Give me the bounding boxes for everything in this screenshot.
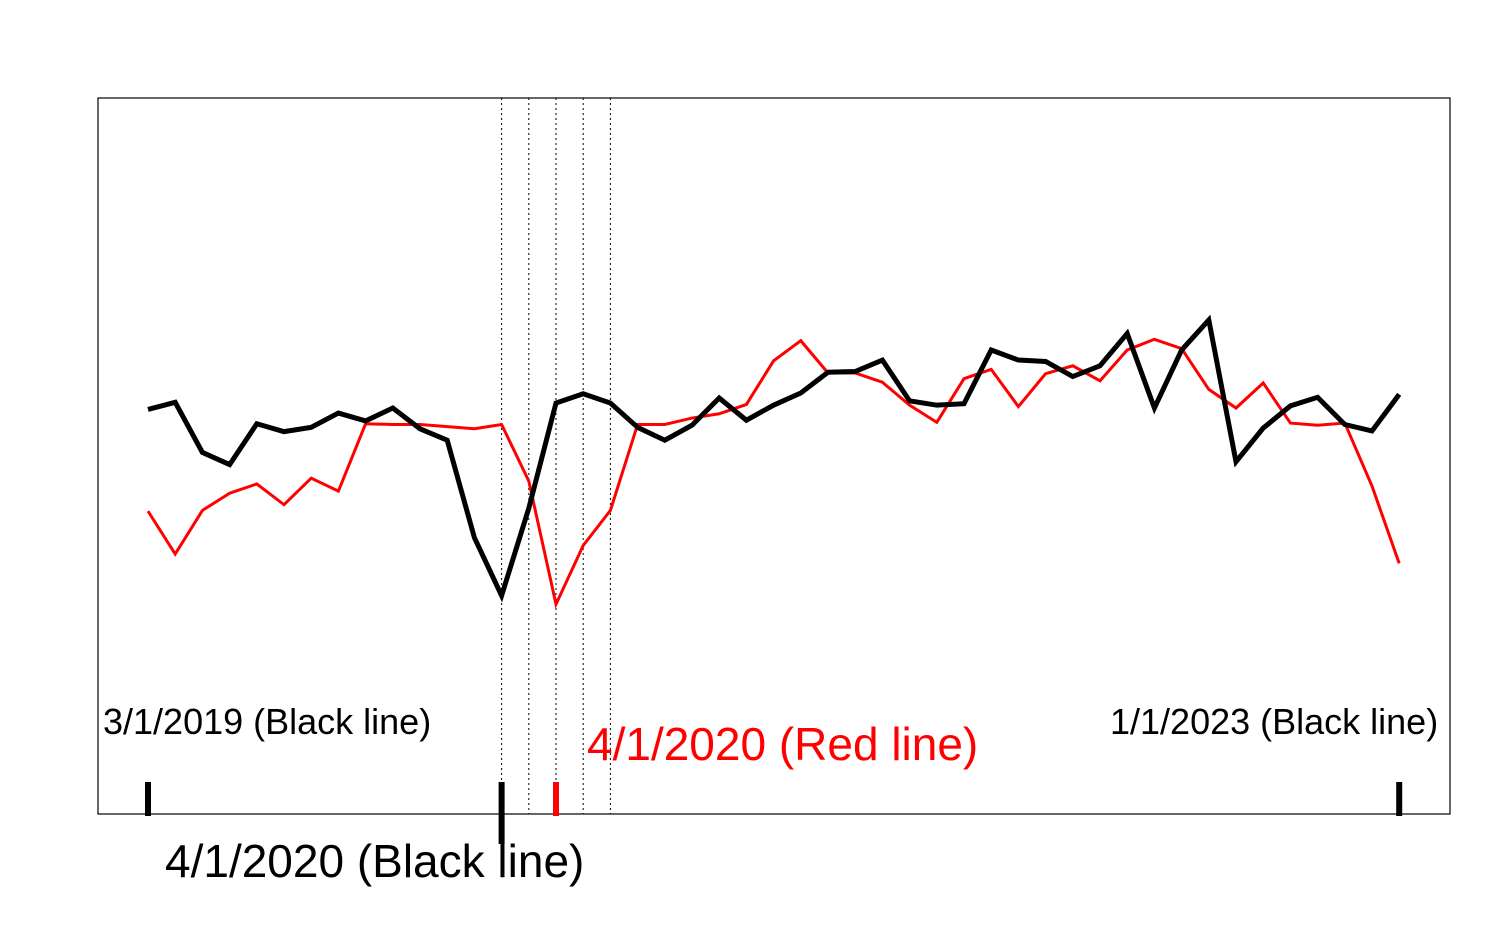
annotation-black-start: 3/1/2019 (Black line) (103, 701, 431, 742)
dotted-guides (501, 98, 611, 814)
annotation-black-mark: 4/1/2020 (Black line) (165, 835, 584, 887)
series-lines (146, 314, 1402, 609)
red-series-line (146, 337, 1401, 609)
axis-ticks (145, 782, 1403, 844)
annotation-red-mark: 4/1/2020 (Red line) (587, 718, 978, 770)
plot-frame (97, 97, 1451, 815)
black-series-line (147, 314, 1402, 603)
annotation-black-end: 1/1/2023 (Black line) (1110, 701, 1438, 742)
